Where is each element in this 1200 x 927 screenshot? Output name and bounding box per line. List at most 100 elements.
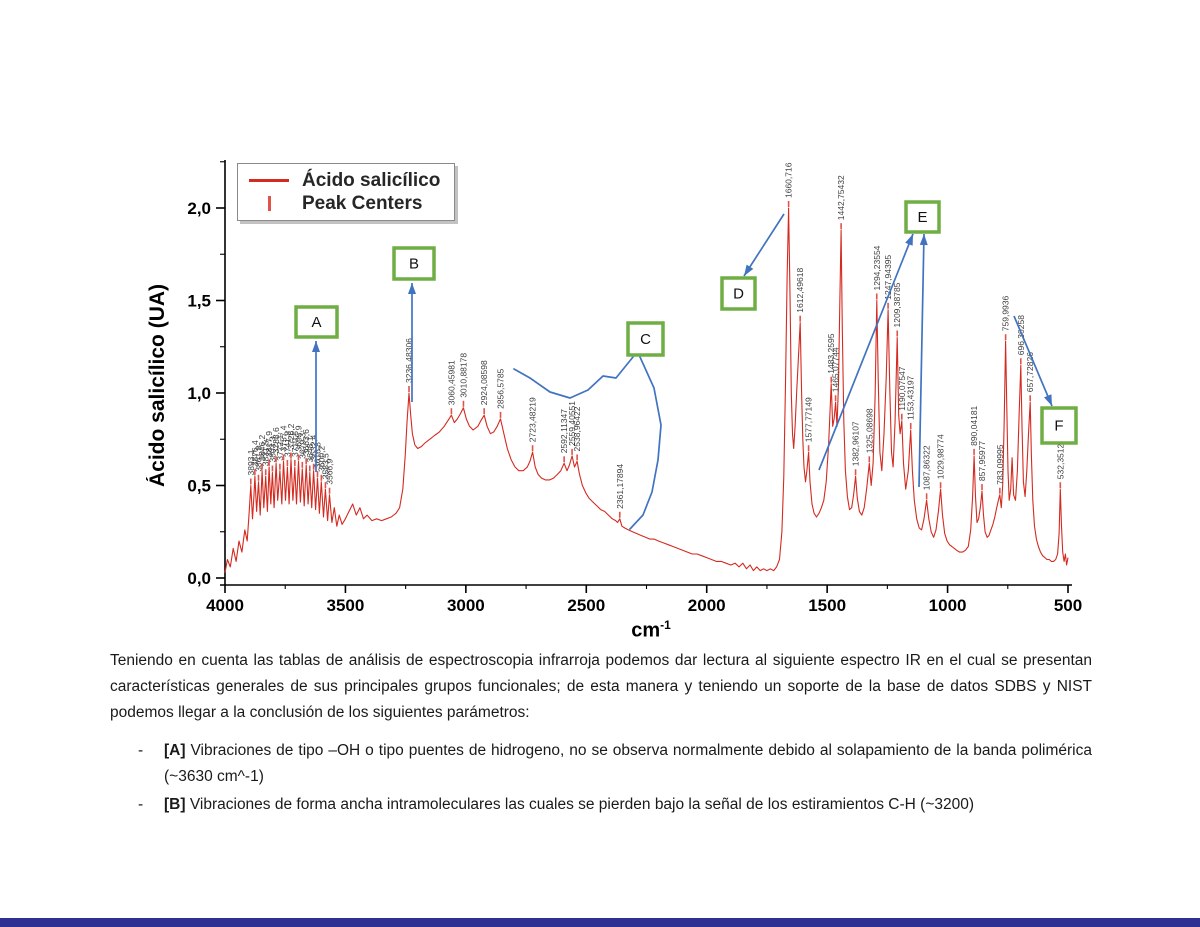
peak-label: 1382,96107 [851, 421, 861, 466]
peak-label: 1190,07547 [897, 366, 907, 411]
bullet-marker: - [138, 796, 144, 813]
peak-label: 2723,48219 [528, 397, 538, 442]
peak-cluster-label: 3788,6 [271, 427, 281, 453]
legend-tick-marker [267, 196, 271, 211]
svg-text:0,5: 0,5 [187, 477, 211, 496]
peak-cluster-label: 3632,4 [309, 434, 319, 460]
peak-label: 2361,17894 [615, 464, 625, 509]
spectrum-plot: 2,0 1,5 1,0 0,5 0,0 4000 3500 3000 2500 2000 1500 1… [187, 160, 1082, 615]
peak-cluster-label: 3803,3 [267, 436, 277, 462]
analysis-text: Teniendo en cuenta las tablas de análisi… [110, 648, 1092, 820]
peak-label: 857,95977 [977, 441, 987, 481]
annotation-D: D [720, 213, 785, 311]
peak-label: 1442,75432 [836, 175, 846, 220]
peak-label: 2924,08598 [479, 360, 489, 405]
peak-label: 1465,07744 [831, 347, 841, 392]
annotation-box-C [626, 321, 665, 357]
peak-cluster-label: 3831,5 [261, 440, 271, 466]
peak-label: 1660,716 [784, 162, 794, 198]
bullet-text-a: [A] Vibraciones de tipo –OH o tipo puent… [164, 738, 1092, 790]
svg-text:1500: 1500 [808, 596, 846, 615]
peak-cluster-label: 3616,8 [312, 442, 322, 468]
peak-cluster-label: 3893,1 [246, 449, 256, 475]
annotation-box-F [1040, 406, 1078, 445]
bullet-body-a: Vibraciones de tipo –OH o tipo puentes d… [164, 742, 1092, 785]
annotation-letter-E: E [917, 209, 927, 226]
annotation-letter-B: B [409, 256, 419, 273]
peak-label: 1153,43197 [906, 375, 916, 420]
svg-text:1,5: 1,5 [187, 292, 211, 311]
peak-cluster-label: 3861,8 [253, 446, 263, 472]
peak-cluster-label: 3741,8 [282, 431, 292, 457]
annotation-B: B [392, 246, 436, 402]
legend-line-marker [249, 179, 289, 182]
peak-label: 1483,2595 [826, 333, 836, 373]
annotation-box-A [294, 305, 339, 339]
peak-label: 1577,77149 [804, 397, 814, 442]
peak-label: 2559,40551 [567, 401, 577, 446]
legend-label-series: Ácido salicílico [302, 169, 441, 191]
ir-spectrum-figure: 2,0 1,5 1,0 0,5 0,0 4000 3500 3000 2500 2000 1500 1… [146, 160, 1082, 643]
x-axis-title-exponent: -1 [660, 618, 671, 632]
annotation-letter-F: F [1054, 418, 1063, 435]
peak-cluster-label: 3726,2 [286, 423, 296, 449]
bullet-tag-a: [A] [164, 742, 186, 759]
x-axis-title: cm-1 [596, 618, 706, 643]
bullet-marker: - [138, 742, 144, 759]
bullet-item-b: - [B] Vibraciones de forma ancha intramo… [110, 792, 1092, 818]
peak-cluster-label: 3679,3 [297, 433, 307, 459]
peak-cluster-label: 3600,2 [316, 446, 326, 472]
peak-label: 2592,11347 [559, 409, 569, 454]
peak-cluster-label: 3583,5 [320, 453, 330, 479]
legend-row-series: Ácido salicílico [246, 169, 440, 192]
svg-text:0,0: 0,0 [187, 569, 211, 588]
peak-label: 1247,94395 [883, 255, 893, 300]
peak-label: 3236,48306 [404, 338, 414, 383]
peak-cluster-label: 3757,4 [279, 425, 289, 451]
annotation-box-E [904, 200, 941, 234]
bullet-body-b: Vibraciones de forma ancha intramolecula… [189, 796, 975, 813]
axes [216, 160, 1072, 593]
svg-text:2500: 2500 [567, 596, 605, 615]
annotation-letter-A: A [311, 314, 321, 331]
peak-cluster-label: 3846,2 [257, 434, 267, 460]
legend-label-peaks: Peak Centers [302, 192, 423, 214]
annotation-box-B [392, 246, 436, 281]
peak-label: 1612,49618 [795, 268, 805, 313]
bullet-item-a: - [A] Vibraciones de tipo –OH o tipo pue… [110, 738, 1092, 790]
svg-text:2000: 2000 [688, 596, 726, 615]
svg-text:1,0: 1,0 [187, 384, 211, 403]
chart-legend: Ácido salicílico Peak Centers [237, 163, 456, 221]
peak-label: 696,30258 [1016, 315, 1026, 355]
svg-text:2,0: 2,0 [187, 199, 211, 218]
peak-cluster-label: 3663,6 [301, 429, 311, 455]
annotation-A: A [294, 305, 339, 472]
y-axis-title: Ácido salicílico (UA) [146, 283, 169, 487]
peak-cluster-label: 3876,4 [250, 440, 260, 466]
legend-row-peaks: Peak Centers [246, 192, 440, 215]
peak-labels: 3893,13876,43861,83846,23831,53817,93803… [246, 162, 1065, 518]
annotation-letter-D: D [733, 286, 744, 303]
peak-label: 1325,08698 [864, 408, 874, 453]
svg-text:1000: 1000 [929, 596, 967, 615]
peak-label: 1087,86322 [922, 445, 932, 490]
annotation-box-D [720, 276, 757, 311]
peak-label: 3060,45981 [446, 360, 456, 405]
intro-paragraph: Teniendo en cuenta las tablas de análisi… [110, 652, 1092, 721]
peak-label: 2856,5785 [496, 368, 506, 408]
x-axis-title-base: cm [631, 619, 661, 642]
annotation-C: C [513, 321, 665, 530]
annotation-letter-C: C [640, 331, 651, 348]
spectrum-curve [224, 207, 1069, 573]
peak-label: 532,35122 [1055, 439, 1065, 479]
annotation-E: E [818, 200, 941, 488]
svg-text:4000: 4000 [206, 596, 244, 615]
bullet-text-b: [B] Vibraciones de forma ancha intramole… [164, 792, 1092, 818]
peak-label: 1029,98774 [936, 434, 946, 479]
peak-label: 1294,23554 [872, 245, 882, 290]
bullet-tag-b: [B] [164, 796, 186, 813]
peak-label: 890,04181 [969, 405, 979, 445]
peak-cluster-label: 3566,9 [325, 458, 335, 484]
peak-label: 2538,96422 [572, 406, 582, 451]
